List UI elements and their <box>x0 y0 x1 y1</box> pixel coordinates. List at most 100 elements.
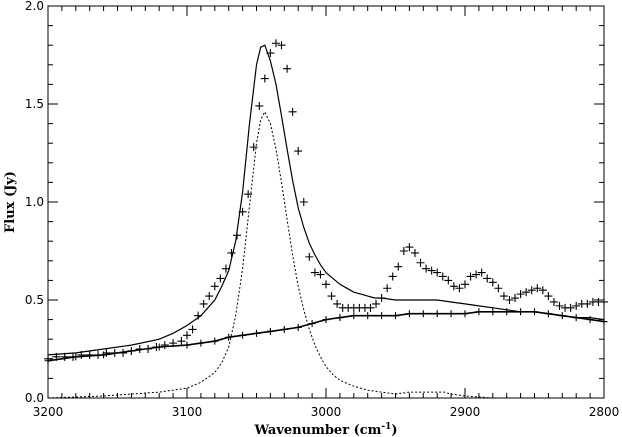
data-point <box>549 297 558 306</box>
continuum-point <box>558 312 566 320</box>
continuum-point <box>253 329 260 337</box>
data-point <box>310 268 319 277</box>
continuum-point <box>447 310 455 318</box>
data-point <box>533 284 542 293</box>
data-point <box>566 303 575 312</box>
continuum-point <box>544 310 552 318</box>
data-point <box>294 147 303 156</box>
series-3 <box>47 110 604 399</box>
data-point <box>216 274 225 283</box>
data-point <box>600 297 608 306</box>
data-point <box>277 41 286 50</box>
continuum-point <box>419 310 427 318</box>
continuum-point <box>572 314 580 322</box>
data-point <box>505 296 514 304</box>
data-point <box>366 303 375 312</box>
x-tick-label: 2900 <box>450 405 481 419</box>
continuum-point <box>308 320 316 328</box>
data-point <box>522 288 531 297</box>
data-point <box>249 143 258 152</box>
continuum-point <box>517 308 525 316</box>
data-point <box>444 276 453 285</box>
continuum-point <box>155 343 163 351</box>
axis-ticks <box>47 5 605 399</box>
continuum-point <box>433 310 441 318</box>
x-tick-label: 3000 <box>311 405 342 419</box>
data-point <box>572 301 581 310</box>
continuum-point <box>475 308 483 316</box>
continuum-point <box>280 325 288 333</box>
continuum-point <box>225 333 233 341</box>
data-point <box>466 272 475 281</box>
continuum-point <box>336 314 344 322</box>
continuum-point <box>489 308 497 316</box>
continuum-point <box>239 331 247 339</box>
continuum-point <box>503 308 511 316</box>
continuum-point <box>600 318 608 326</box>
data-point <box>316 270 325 279</box>
data-point <box>283 64 292 73</box>
continuum-point <box>461 310 469 318</box>
continuum-point <box>322 316 330 324</box>
data-point <box>511 294 520 303</box>
continuum-point <box>100 351 108 359</box>
data-point <box>499 292 508 301</box>
data-point <box>438 272 447 281</box>
data-point <box>483 274 492 283</box>
x-axis-label-tail: ) <box>391 423 397 437</box>
plot-frame <box>47 5 605 399</box>
data-point <box>455 284 464 293</box>
y-axis-label: Flux (Jy) <box>3 171 18 233</box>
data-point <box>199 299 208 308</box>
data-point <box>422 264 431 273</box>
data-point <box>322 280 330 289</box>
data-point <box>427 266 436 275</box>
x-axis-label-sup: -1 <box>381 422 391 432</box>
y-tick-label: 1.5 <box>25 97 44 111</box>
data-point <box>516 290 525 299</box>
continuum-point <box>531 308 538 316</box>
data-point <box>416 258 425 267</box>
data-point <box>177 337 186 346</box>
y-tick-label: 2.0 <box>25 0 44 13</box>
x-axis-label: Wavenumber (cm-1) <box>253 422 397 437</box>
x-axis-label-main: Wavenumber (cm <box>253 423 381 437</box>
continuum-point <box>294 323 302 331</box>
data-point <box>327 292 336 301</box>
data-point <box>188 325 197 334</box>
data-point <box>477 268 486 277</box>
data-point <box>255 101 264 110</box>
data-point <box>244 190 253 199</box>
data-point <box>433 268 442 277</box>
data-point <box>461 280 469 289</box>
data-point <box>210 282 219 291</box>
x-tick-label: 2800 <box>589 405 620 419</box>
continuum-point <box>127 347 135 355</box>
continuum-point <box>197 339 205 347</box>
data-point <box>333 299 342 308</box>
y-tick-label: 0.0 <box>25 391 44 405</box>
continuum-point <box>183 341 191 349</box>
series-1 <box>44 39 608 363</box>
data-point <box>405 243 414 252</box>
series-layer <box>44 39 608 399</box>
data-point <box>449 282 458 291</box>
x-tick-label: 3100 <box>172 405 203 419</box>
data-point <box>160 341 169 350</box>
continuum-point <box>364 312 372 320</box>
continuum-point <box>44 357 52 365</box>
continuum-point <box>350 312 358 320</box>
x-tick-label: 3200 <box>33 405 64 419</box>
continuum-point <box>586 316 594 324</box>
data-point <box>472 270 481 279</box>
total-fit-line <box>47 44 605 356</box>
data-point <box>527 286 536 295</box>
data-point <box>305 252 314 261</box>
continuum-point <box>211 337 219 345</box>
continuum-point <box>405 310 413 318</box>
data-point <box>205 292 214 301</box>
data-point <box>383 284 392 293</box>
component-line <box>47 110 604 399</box>
data-point <box>488 278 497 287</box>
